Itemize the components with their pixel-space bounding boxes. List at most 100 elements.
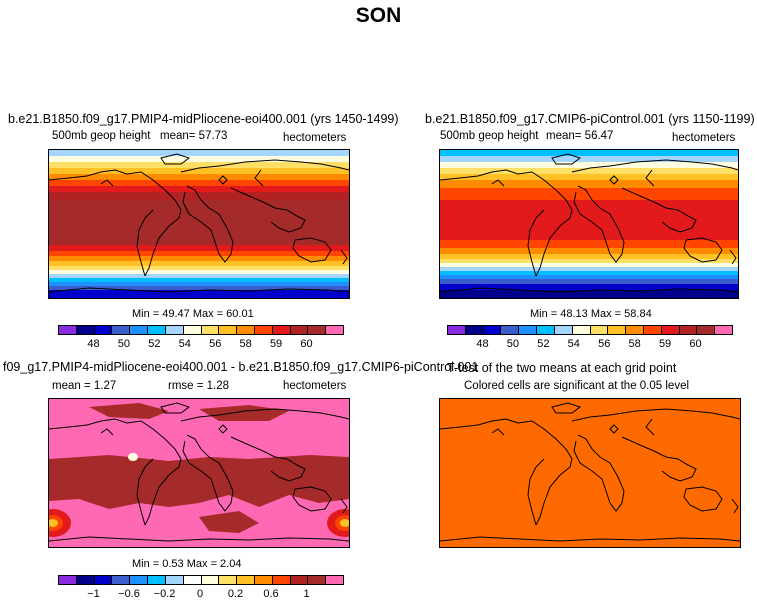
colorbar-swatch: [94, 576, 113, 584]
colorbar-tick-label: 0.2: [227, 588, 244, 600]
colorbar-swatch: [501, 326, 520, 334]
colorbar-swatch: [272, 576, 291, 584]
panel2-band: [440, 150, 738, 156]
panel1-units: hectometers: [283, 132, 347, 144]
panel2-band: [440, 271, 738, 275]
colorbar-swatch: [165, 576, 184, 584]
colorbar-tick-label: 50: [506, 338, 520, 350]
panel2-band: [440, 284, 738, 290]
panel3-region-high: [89, 403, 169, 419]
colorbar-tick-label: 54: [567, 338, 580, 350]
panel1-band: [49, 286, 349, 290]
colorbar-tick-label: −1: [87, 588, 100, 600]
panel2-band: [440, 248, 738, 254]
panel3-region-peak: [49, 519, 58, 527]
panel1-stats: Min = 49.47 Max = 60.01: [132, 308, 254, 320]
panel1-band: [49, 180, 349, 186]
panel4-map: [439, 398, 741, 548]
panel2-title: b.e21.B1850.f09_g17.CMIP6-piControl.001 …: [425, 112, 755, 126]
colorbar-tick-label: 60: [300, 338, 313, 350]
panel1-variable: 500mb geop height: [52, 130, 151, 142]
panel1-map: [48, 149, 350, 299]
panel2-stats: Min = 48.13 Max = 58.84: [530, 308, 652, 320]
colorbar-tick-label: 0: [196, 588, 204, 600]
colorbar-tick-label: 58: [628, 338, 641, 350]
colorbar-swatch: [254, 326, 273, 334]
colorbar-swatch: [165, 326, 184, 334]
colorbar-swatch: [59, 576, 77, 584]
colorbar-swatch: [290, 326, 309, 334]
panel3-rmse: rmse = 1.28: [168, 380, 230, 392]
panel1-band: [49, 270, 349, 274]
panel3-title: f09_g17.PMIP4-midPliocene-eoi400.001 - b…: [3, 360, 479, 374]
colorbar-swatch: [697, 326, 716, 334]
panel2-band: [440, 188, 738, 200]
panel2-band: [440, 275, 738, 279]
panel3-units: hectometers: [283, 380, 347, 392]
panel3-colorbar: [58, 575, 344, 585]
panel2-band: [440, 180, 738, 188]
colorbar-swatch: [661, 326, 680, 334]
panel3-region-high: [199, 511, 259, 533]
panel4-coastlines: [440, 402, 740, 542]
colorbar-tick-label: 60: [689, 338, 702, 350]
panel2-map: [439, 149, 739, 299]
panel1-map-svg: [49, 150, 349, 298]
colorbar-swatch: [112, 576, 131, 584]
panel2-band: [440, 267, 738, 271]
panel2-coastlines: [440, 153, 738, 293]
colorbar-tick-label: 58: [239, 338, 252, 350]
panel1-band: [49, 282, 349, 286]
colorbar-tick-label: −0.2: [153, 588, 176, 600]
colorbar-swatch: [626, 326, 644, 334]
panel3-region-high: [199, 405, 289, 421]
panel1-band: [49, 174, 349, 180]
panel3-map-svg: [49, 399, 349, 547]
colorbar-swatch: [94, 326, 113, 334]
panel1-band: [49, 278, 349, 282]
colorbar-swatch: [237, 576, 255, 584]
colorbar-swatch: [448, 326, 466, 334]
panel1-band: [49, 245, 349, 251]
colorbar-swatch: [219, 576, 238, 584]
panel2-band: [440, 259, 738, 263]
colorbar-swatch: [112, 326, 131, 334]
colorbar-swatch: [308, 576, 327, 584]
panel2-units: hectometers: [672, 132, 736, 144]
colorbar-swatch: [465, 326, 484, 334]
colorbar-swatch: [679, 326, 698, 334]
panel1-title: b.e21.B1850.f09_g17.PMIP4-midPliocene-eo…: [8, 112, 399, 126]
panel4-subtitle: Colored cells are significant at the 0.0…: [464, 380, 690, 392]
colorbar-tick-label: −0.6: [118, 588, 140, 600]
panel1-colorbar: [58, 325, 344, 335]
colorbar-swatch: [572, 326, 591, 334]
panel2-band: [440, 254, 738, 259]
panel3-coastlines: [49, 402, 349, 542]
figure-title: SON: [355, 4, 402, 27]
panel2-band: [440, 263, 738, 267]
colorbar-swatch: [554, 326, 573, 334]
colorbar-swatch: [254, 576, 273, 584]
panel1-mean: mean= 57.73: [160, 130, 228, 142]
colorbar-tick-label: 56: [209, 338, 222, 350]
panel3-mean: mean = 1.27: [52, 380, 117, 392]
colorbar-swatch: [76, 576, 95, 584]
colorbar-swatch: [519, 326, 538, 334]
panel2-band: [440, 279, 738, 284]
colorbar-tick-label: 0.6: [263, 588, 279, 600]
panel2-variable: 500mb geop height: [440, 130, 539, 142]
panel3-stats: Min = 0.53 Max = 2.04: [132, 558, 242, 570]
colorbar-swatch: [76, 326, 95, 334]
panel2-band: [440, 290, 738, 298]
colorbar-tick-label: 59: [269, 338, 283, 350]
panel1-band: [49, 266, 349, 270]
panel2-band: [440, 174, 738, 180]
colorbar-swatch: [237, 326, 255, 334]
colorbar-tick-label: 1: [303, 588, 310, 600]
panel4-significance-field: [440, 399, 740, 547]
panel3-region-high: [49, 455, 349, 509]
colorbar-swatch: [326, 576, 343, 584]
panel1-band: [49, 251, 349, 256]
colorbar-swatch: [272, 326, 291, 334]
colorbar-swatch: [643, 326, 662, 334]
